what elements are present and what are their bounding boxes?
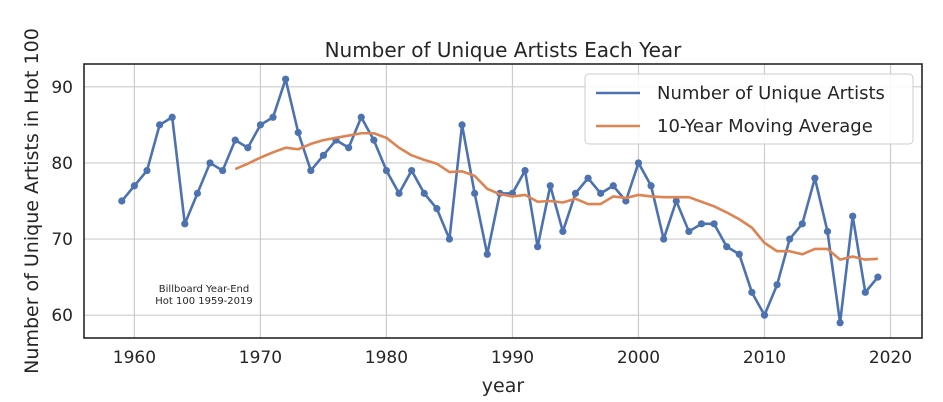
data-point [521, 166, 529, 175]
data-point [811, 174, 819, 182]
legend-box [584, 73, 914, 145]
data-point [345, 144, 353, 152]
x-axis-label: year [482, 375, 525, 397]
annotation-line-2: Hot 100 1959-2019 [155, 296, 253, 307]
data-point [433, 205, 441, 213]
legend: Number of Unique Artists 10-Year Moving … [584, 73, 914, 145]
data-point [307, 166, 315, 175]
data-point [181, 220, 189, 228]
data-point [130, 182, 139, 190]
data-point [798, 220, 806, 228]
data-point [420, 189, 428, 197]
data-point [471, 189, 479, 197]
tick-labels: 1960 1970 1980 1990 2000 2010 2020 60 70 80 90 [51, 78, 912, 368]
data-point [458, 121, 466, 129]
data-point [269, 113, 277, 121]
data-point [571, 189, 580, 197]
data-point [282, 75, 290, 83]
data-point [445, 235, 454, 243]
data-point [647, 182, 655, 190]
data-point [118, 197, 126, 205]
data-point [748, 288, 756, 296]
data-point [370, 136, 378, 144]
data-point [357, 113, 365, 121]
data-point [823, 227, 832, 236]
y-tick-label: 90 [51, 78, 73, 98]
data-point [483, 250, 491, 258]
data-point [710, 220, 718, 228]
data-point [849, 212, 857, 220]
data-point [382, 166, 391, 175]
data-point [143, 166, 151, 175]
data-point [760, 311, 769, 319]
legend-entry-moving-average: 10-Year Moving Average [657, 116, 873, 137]
data-point [219, 166, 227, 175]
data-point [231, 136, 239, 144]
data-point [597, 189, 605, 197]
x-tick-label: 2010 [743, 348, 786, 368]
data-point [534, 243, 542, 251]
data-point [735, 250, 743, 258]
data-point [408, 166, 416, 175]
data-point [609, 182, 617, 190]
data-point [697, 220, 706, 228]
data-point [193, 189, 202, 197]
x-tick-label: 1990 [491, 348, 534, 368]
data-point [672, 197, 680, 205]
data-point [294, 128, 302, 137]
annotation-line-1: Billboard Year-End [159, 284, 249, 295]
data-point [861, 288, 869, 296]
series-layer [118, 75, 882, 327]
data-point [256, 121, 265, 129]
x-tick-label: 2020 [869, 348, 912, 368]
x-tick-label: 1980 [365, 348, 408, 368]
data-point [723, 243, 731, 251]
data-point [584, 174, 592, 182]
y-tick-label: 70 [51, 230, 73, 250]
data-point [836, 319, 844, 327]
data-point [546, 182, 554, 190]
x-tick-label: 1960 [113, 348, 156, 368]
data-point [685, 227, 693, 236]
data-point [395, 189, 403, 197]
data-point [622, 197, 630, 205]
legend-entry-unique-artists: Number of Unique Artists [657, 83, 885, 104]
data-point [634, 159, 643, 167]
chart-title: Number of Unique Artists Each Year [325, 38, 683, 62]
data-point [168, 113, 176, 121]
y-tick-label: 80 [51, 154, 73, 174]
x-tick-label: 1970 [239, 348, 282, 368]
data-point [319, 151, 328, 159]
series-line-1 [234, 131, 878, 261]
source-annotation: Billboard Year-End Hot 100 1959-2019 [155, 284, 253, 307]
data-point [244, 144, 252, 152]
data-point [773, 281, 781, 289]
data-point [786, 235, 794, 243]
y-axis-label: Number of Unique Artists in Hot 100 [21, 28, 43, 374]
data-point [559, 227, 567, 236]
data-point [874, 273, 882, 281]
data-point [206, 159, 214, 167]
data-point [660, 235, 668, 243]
x-tick-label: 2000 [617, 348, 660, 368]
data-point [156, 121, 164, 129]
y-tick-label: 60 [51, 306, 73, 326]
plot-area-frame [83, 63, 923, 339]
